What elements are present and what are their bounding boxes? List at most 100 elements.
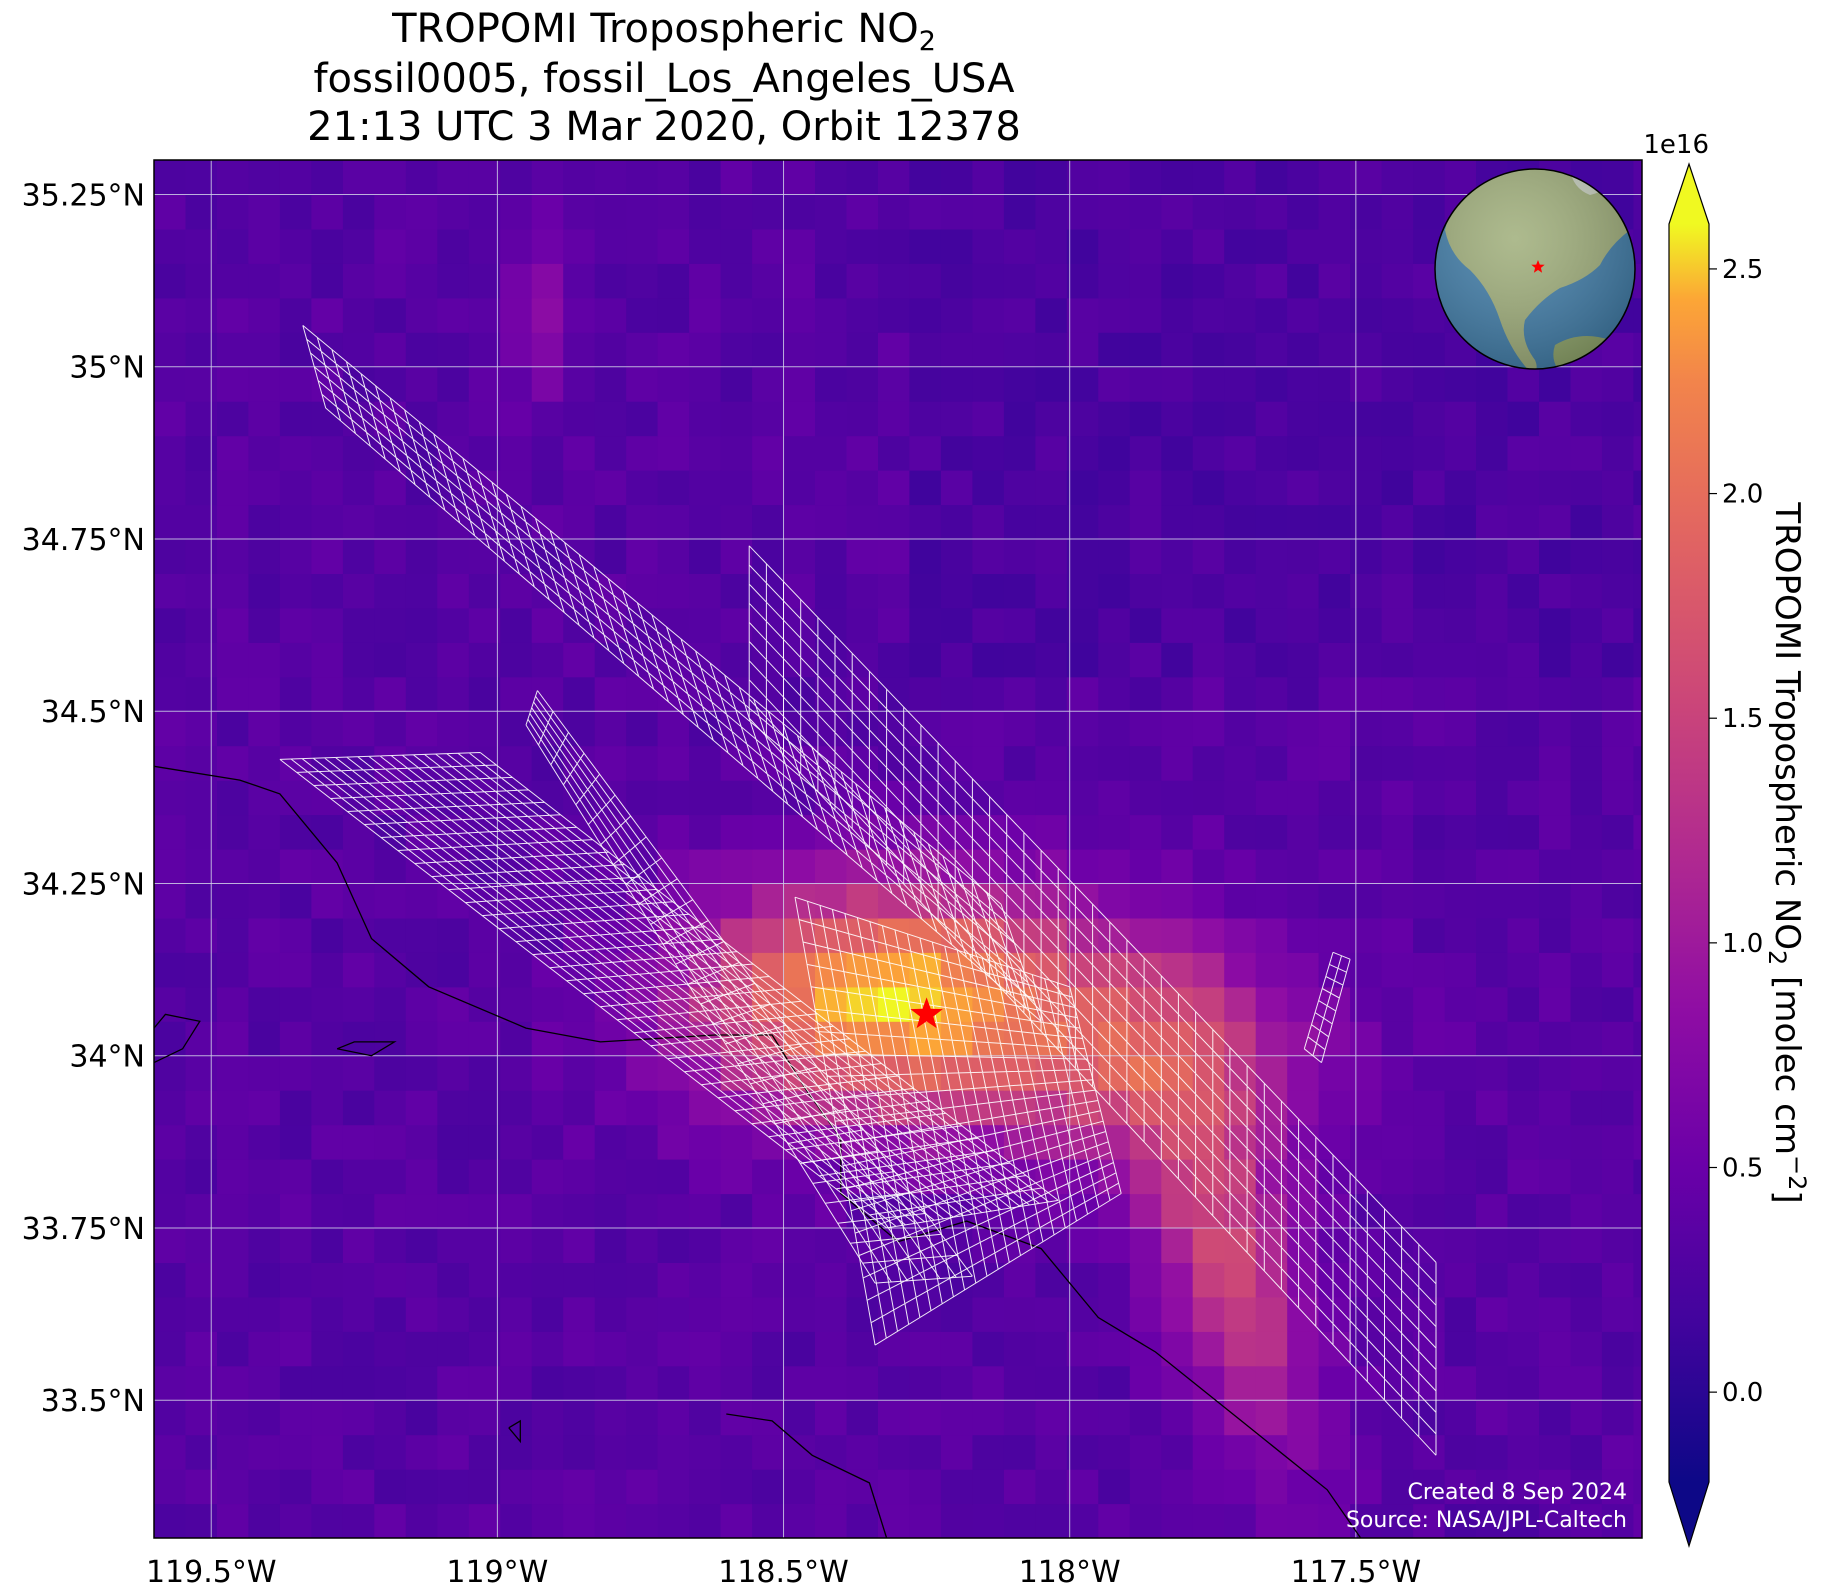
heatmap-cell bbox=[1192, 745, 1225, 781]
footprint-swath bbox=[748, 545, 1437, 1456]
heatmap-cell bbox=[626, 745, 659, 781]
heatmap-cell bbox=[531, 1228, 564, 1263]
heatmap-cell bbox=[437, 539, 470, 574]
heatmap-cell bbox=[342, 642, 375, 678]
heatmap-cell bbox=[374, 607, 407, 643]
heatmap-cell bbox=[1381, 263, 1414, 299]
heatmap-cell bbox=[1381, 504, 1414, 540]
heatmap-cell bbox=[752, 263, 785, 299]
heatmap-cell bbox=[1098, 1090, 1131, 1126]
heatmap-cell bbox=[1601, 160, 1634, 161]
heatmap-cell bbox=[783, 366, 816, 402]
heatmap-cell bbox=[531, 1262, 564, 1298]
heatmap-cell bbox=[185, 401, 218, 437]
heatmap-cell bbox=[1350, 1228, 1383, 1263]
heatmap-cell bbox=[279, 263, 312, 299]
heatmap-cell bbox=[154, 1262, 187, 1298]
heatmap-cell bbox=[342, 1503, 375, 1538]
heatmap-cell bbox=[154, 1090, 187, 1126]
heatmap-cell bbox=[815, 1262, 848, 1298]
heatmap-cell bbox=[1507, 676, 1540, 712]
heatmap-cell bbox=[783, 952, 816, 988]
heatmap-cell bbox=[1539, 745, 1572, 781]
heatmap-cell bbox=[311, 986, 344, 1022]
heatmap-cell bbox=[1601, 1262, 1634, 1298]
heatmap-cell bbox=[1255, 539, 1288, 574]
heatmap-cell bbox=[1601, 1503, 1634, 1538]
heatmap-cell bbox=[1129, 435, 1162, 471]
heatmap-cell bbox=[1476, 1503, 1509, 1538]
heatmap-cell bbox=[752, 1503, 785, 1538]
heatmap-cell bbox=[878, 1434, 911, 1470]
heatmap-cell bbox=[1570, 1055, 1603, 1091]
longitude-tick-labels: 119.5°W 119°W 118.5°W 118°W 117.5°W bbox=[146, 1555, 1421, 1590]
heatmap-cell bbox=[154, 504, 187, 540]
heatmap-cell bbox=[1035, 1400, 1068, 1436]
heatmap-cell bbox=[1318, 676, 1351, 712]
heatmap-cell bbox=[405, 711, 438, 747]
heatmap-cell bbox=[657, 539, 690, 574]
heatmap-cell bbox=[1318, 1055, 1351, 1091]
heatmap-cell bbox=[1035, 1469, 1068, 1505]
heatmap-cell bbox=[878, 1400, 911, 1436]
heatmap-cell bbox=[185, 160, 218, 195]
heatmap-cell bbox=[1601, 917, 1634, 953]
heatmap-cell bbox=[500, 297, 533, 333]
heatmap-cell bbox=[1318, 1296, 1351, 1332]
heatmap-cell bbox=[1129, 1262, 1162, 1298]
heatmap-cell bbox=[1444, 952, 1477, 988]
heatmap-cell bbox=[248, 1055, 281, 1091]
heatmap-cell bbox=[1161, 263, 1194, 299]
heatmap-cell bbox=[154, 780, 187, 816]
heatmap-cell bbox=[1539, 1124, 1572, 1160]
heatmap-cell bbox=[1413, 745, 1446, 781]
heatmap-cell bbox=[500, 1365, 533, 1401]
heatmap-cell bbox=[185, 745, 218, 781]
heatmap-cell bbox=[1098, 297, 1131, 333]
heatmap-cell bbox=[878, 366, 911, 402]
heatmap-cell bbox=[1476, 780, 1509, 816]
heatmap-cell bbox=[972, 539, 1005, 574]
heatmap-cell bbox=[1444, 435, 1477, 471]
heatmap-cell bbox=[1255, 849, 1288, 884]
footprint-swath bbox=[794, 896, 1122, 1346]
heatmap-cell bbox=[1507, 1503, 1540, 1538]
heatmap-cell bbox=[468, 1503, 501, 1538]
heatmap-cell bbox=[1066, 1228, 1099, 1263]
heatmap-cell bbox=[1192, 263, 1225, 299]
heatmap-cell bbox=[1003, 642, 1036, 678]
heatmap-cell bbox=[720, 1159, 753, 1195]
heatmap-cell bbox=[374, 711, 407, 747]
heatmap-cell bbox=[342, 160, 375, 195]
heatmap-cell bbox=[217, 711, 250, 747]
heatmap-cell bbox=[437, 917, 470, 953]
heatmap-cell bbox=[1476, 1434, 1509, 1470]
heatmap-cell bbox=[1255, 366, 1288, 402]
heatmap-cell bbox=[1507, 1124, 1540, 1160]
heatmap-cell bbox=[846, 849, 879, 884]
heatmap-cell bbox=[1255, 642, 1288, 678]
heatmap-cell bbox=[689, 780, 722, 816]
heatmap-cell bbox=[846, 263, 879, 299]
heatmap-cell bbox=[657, 435, 690, 471]
heatmap-cell bbox=[1129, 1296, 1162, 1332]
heatmap-cell bbox=[1066, 160, 1099, 195]
heatmap-cell bbox=[185, 952, 218, 988]
heatmap-cell bbox=[783, 814, 816, 850]
heatmap-cell bbox=[1287, 228, 1320, 264]
heatmap-cell bbox=[374, 1400, 407, 1436]
heatmap-cell bbox=[1098, 883, 1131, 919]
heatmap-cell bbox=[405, 1296, 438, 1332]
heatmap-cell bbox=[689, 504, 722, 540]
heatmap-cell bbox=[1224, 952, 1257, 988]
heatmap-cell bbox=[1633, 1400, 1642, 1436]
heatmap-cell bbox=[689, 607, 722, 643]
heatmap-cell bbox=[1633, 1124, 1642, 1160]
heatmap-cell bbox=[154, 1469, 187, 1505]
heatmap-cell bbox=[1350, 607, 1383, 643]
heatmap-cell bbox=[1601, 160, 1634, 195]
heatmap-cell bbox=[657, 160, 690, 195]
heatmap-cell bbox=[1633, 1159, 1642, 1195]
heatmap-cell bbox=[1129, 160, 1162, 195]
heatmap-cell bbox=[468, 1159, 501, 1195]
